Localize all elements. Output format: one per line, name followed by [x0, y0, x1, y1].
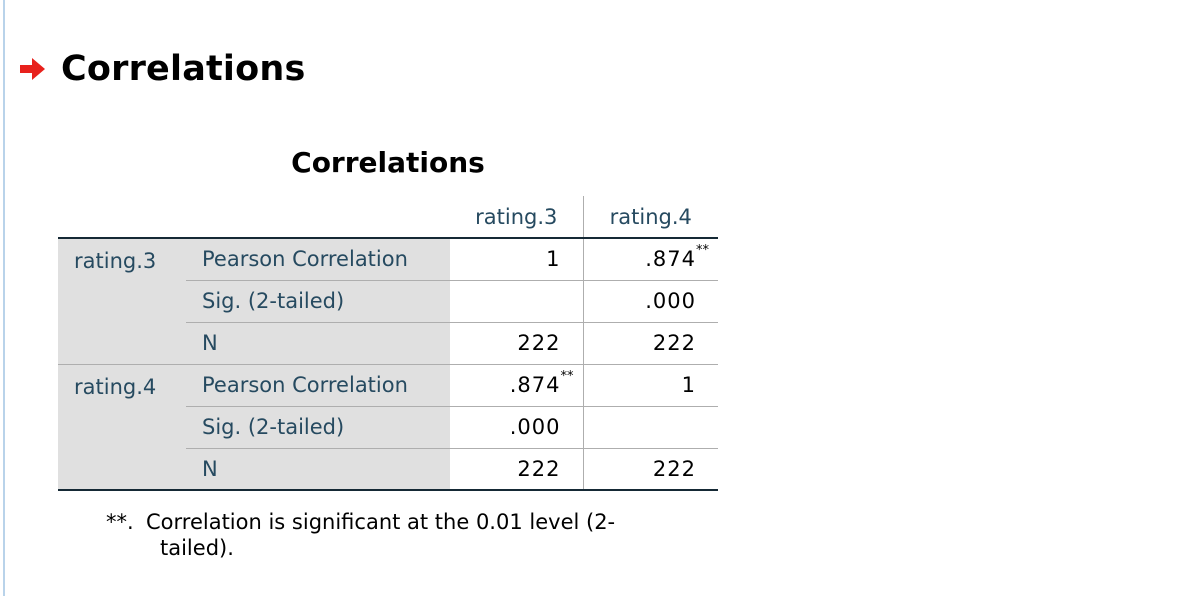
table-cell[interactable] [450, 280, 584, 322]
table-cell[interactable]: 222 [583, 448, 718, 490]
outline-rule [3, 0, 5, 596]
statistic-label: Pearson Correlation [186, 238, 450, 280]
cell-value: .000 [645, 289, 696, 313]
correlations-table[interactable]: rating.3 rating.4 rating.3 Pearson Corre… [58, 196, 718, 491]
table-row: rating.4 Pearson Correlation .874 ** 1 [58, 364, 718, 491]
cell-value: 222 [652, 456, 696, 481]
row-group-label: rating.3 [58, 238, 186, 365]
table-row: N 222 222 [58, 322, 718, 364]
cell-value: 1 [546, 247, 561, 272]
footnote-mark: **. [106, 510, 134, 534]
column-header-row: rating.3 rating.4 [58, 196, 718, 238]
column-header: rating.4 [609, 204, 692, 229]
table-cell[interactable]: .874 ** [583, 238, 718, 280]
table-footnote: **. Correlation is significant at the 0.0… [106, 509, 706, 561]
table-cell[interactable]: 222 [583, 322, 718, 364]
corner-cell [58, 196, 186, 238]
statistic-label: Sig. (2-tailed) [186, 406, 450, 448]
statistic-label: Pearson Correlation [186, 364, 450, 406]
significance-mark: ** [696, 243, 709, 258]
cell-value: .874 [645, 247, 696, 272]
table-cell[interactable]: .000 [450, 406, 584, 448]
column-header: rating.3 [450, 196, 584, 238]
table-cell[interactable]: 222 [450, 322, 584, 364]
table-cell[interactable] [583, 406, 718, 448]
cell-value: 222 [517, 331, 561, 355]
corner-cell [186, 196, 450, 238]
statistic-label: N [186, 322, 450, 364]
table-title: Correlations [291, 146, 485, 179]
cell-value: 222 [517, 456, 561, 481]
statistic-label: N [186, 448, 450, 490]
table-cell[interactable]: .000 [583, 280, 718, 322]
table-cell[interactable]: 222 [450, 448, 584, 490]
row-group-label: rating.4 [58, 364, 186, 491]
right-arrow-icon[interactable] [20, 57, 46, 81]
cell-value: 222 [652, 331, 696, 355]
table-row: rating.3 Pearson Correlation 1 .874 ** [58, 238, 718, 365]
output-heading-title: Correlations [61, 49, 306, 89]
table-row: Sig. (2-tailed) .000 [58, 406, 718, 448]
table-cell[interactable]: 1 [583, 364, 718, 406]
footnote-line: **. Correlation is significant at the 0.0… [106, 509, 706, 535]
footnote-line: tailed). [160, 536, 234, 560]
footnote-text: Correlation is significant at the 0.01 l… [146, 510, 616, 534]
table-cell[interactable]: .874 ** [450, 364, 584, 406]
table-cell[interactable]: 1 [450, 238, 584, 280]
table-row: N 222 222 [58, 448, 718, 490]
cell-value: 1 [681, 373, 696, 397]
output-heading: Correlations [20, 44, 306, 94]
table-row: Sig. (2-tailed) .000 [58, 280, 718, 322]
statistic-label: Sig. (2-tailed) [186, 280, 450, 322]
significance-mark: ** [560, 368, 574, 384]
cell-value: .874 [509, 373, 561, 397]
cell-value: .000 [509, 415, 561, 439]
